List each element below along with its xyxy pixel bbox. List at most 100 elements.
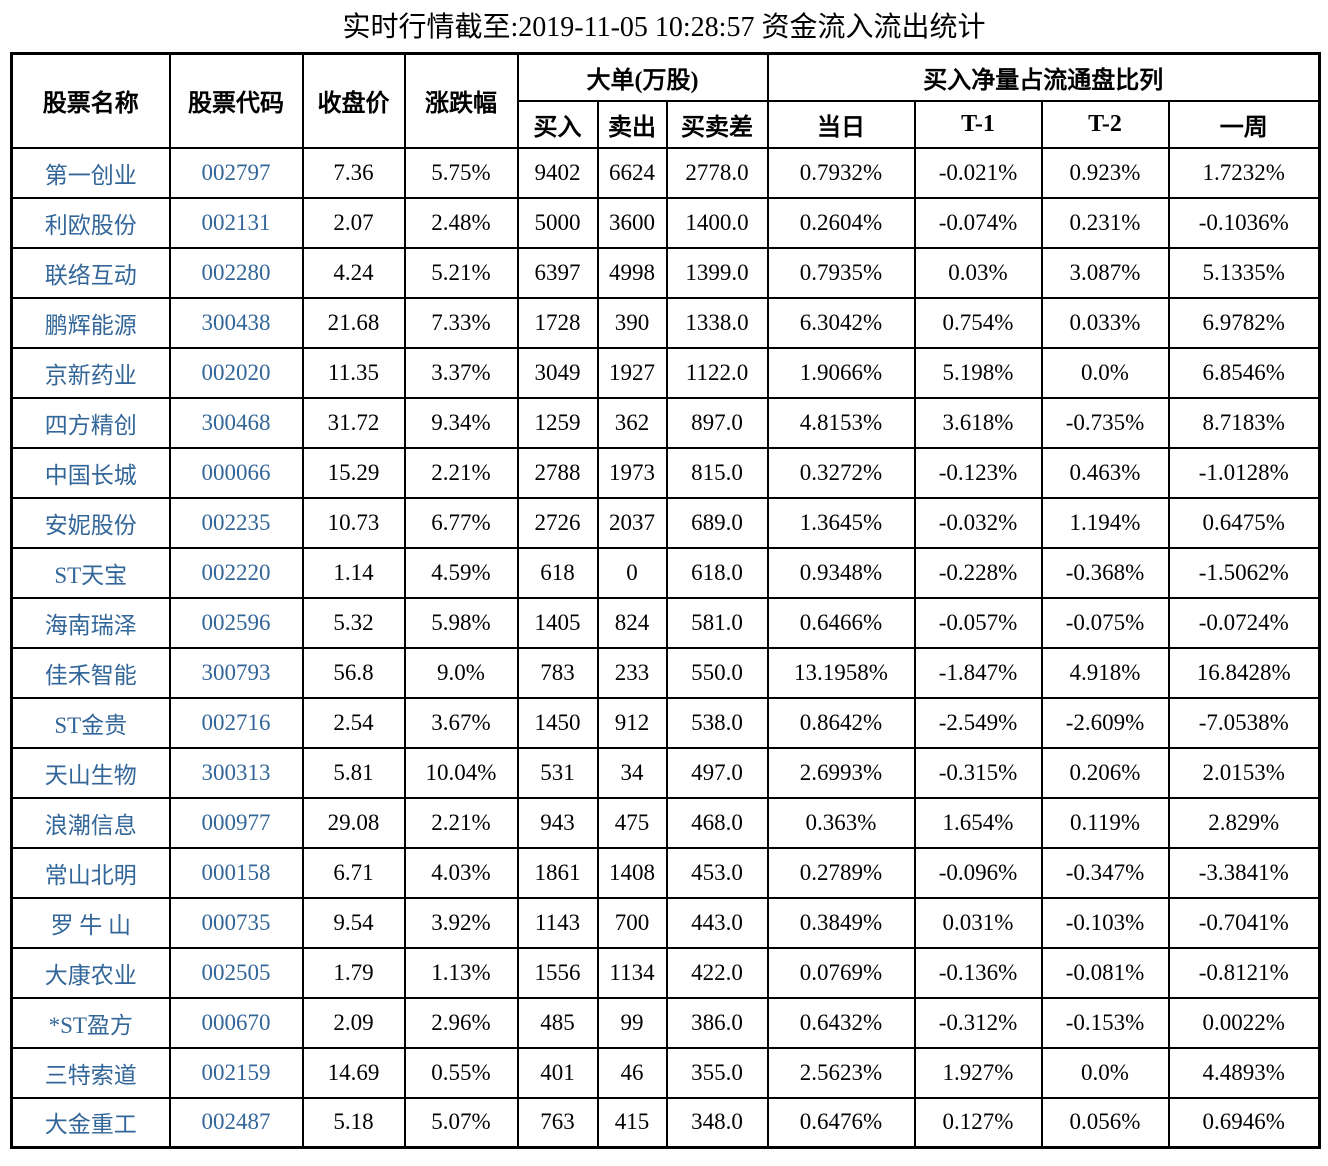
cell-stock-name[interactable]: 四方精创 (10, 396, 171, 449)
cell-stock-code[interactable]: 000158 (168, 846, 304, 899)
table-row: 联络互动 002280 4.24 5.21% 6397 4998 1399.0 0.7935%… (10, 246, 1321, 299)
cell-sell: 3600 (596, 196, 668, 249)
cell-stock-code[interactable]: 002020 (168, 346, 304, 399)
cell-stock-code[interactable]: 002797 (168, 146, 304, 199)
table-row: 浪潮信息 000977 29.08 2.21% 943 475 468.0 0.363% 1.6… (10, 796, 1321, 849)
cell-sell: 0 (596, 546, 668, 599)
cell-stock-name[interactable]: 京新药业 (10, 346, 171, 399)
cell-buy-sell-diff: 468.0 (665, 796, 769, 849)
cell-close-price: 1.14 (301, 546, 406, 599)
table-row: 大金重工 002487 5.18 5.07% 763 415 348.0 0.6476% 0.1… (10, 1096, 1321, 1149)
cell-sell: 1134 (596, 946, 668, 999)
col-header-change-pct: 涨跌幅 (403, 52, 519, 149)
cell-stock-code[interactable]: 002596 (168, 596, 304, 649)
cell-day: 0.363% (766, 796, 916, 849)
cell-stock-name[interactable]: 海南瑞泽 (10, 596, 171, 649)
cell-stock-name[interactable]: 大康农业 (10, 946, 171, 999)
cell-week: 4.4893% (1167, 1046, 1321, 1099)
cell-change-pct: 4.59% (403, 546, 519, 599)
cell-stock-code[interactable]: 002235 (168, 496, 304, 549)
cell-buy: 1405 (516, 596, 599, 649)
cell-stock-code[interactable]: 002220 (168, 546, 304, 599)
cell-day: 0.7935% (766, 246, 916, 299)
cell-t-1: -0.032% (913, 496, 1043, 549)
cell-t-1: 1.654% (913, 796, 1043, 849)
cell-stock-name[interactable]: 浪潮信息 (10, 796, 171, 849)
cell-stock-code[interactable]: 002131 (168, 196, 304, 249)
cell-stock-name[interactable]: 鹏辉能源 (10, 296, 171, 349)
cell-stock-code[interactable]: 300313 (168, 746, 304, 799)
cell-stock-code[interactable]: 002280 (168, 246, 304, 299)
cell-stock-code[interactable]: 002159 (168, 1046, 304, 1099)
col-group-header-net-buy-ratio: 买入净量占流通盘比列 (766, 52, 1321, 102)
cell-day: 2.5623% (766, 1046, 916, 1099)
cell-stock-code[interactable]: 000066 (168, 446, 304, 499)
cell-stock-code[interactable]: 002487 (168, 1096, 304, 1149)
table-row: 四方精创 300468 31.72 9.34% 1259 362 897.0 4.8153% 3… (10, 396, 1321, 449)
cell-stock-name[interactable]: 天山生物 (10, 746, 171, 799)
cell-buy: 2726 (516, 496, 599, 549)
cell-buy: 618 (516, 546, 599, 599)
cell-stock-name[interactable]: 罗 牛 山 (10, 896, 171, 949)
cell-stock-code[interactable]: 300438 (168, 296, 304, 349)
cell-sell: 34 (596, 746, 668, 799)
cell-close-price: 5.18 (301, 1096, 406, 1149)
cell-stock-name[interactable]: 中国长城 (10, 446, 171, 499)
cell-week: 6.8546% (1167, 346, 1321, 399)
cell-stock-code[interactable]: 000977 (168, 796, 304, 849)
cell-sell: 700 (596, 896, 668, 949)
cell-t-1: 0.127% (913, 1096, 1043, 1149)
stock-flow-table: 股票名称 股票代码 收盘价 涨跌幅 大单(万股) 买入净量占流通盘比列 买入 卖… (10, 52, 1321, 1149)
cell-stock-name[interactable]: 利欧股份 (10, 196, 171, 249)
cell-buy: 1450 (516, 696, 599, 749)
cell-change-pct: 5.07% (403, 1096, 519, 1149)
cell-stock-code[interactable]: 300468 (168, 396, 304, 449)
cell-t-1: -0.136% (913, 946, 1043, 999)
cell-stock-code[interactable]: 300793 (168, 646, 304, 699)
cell-t-2: -0.368% (1040, 546, 1170, 599)
cell-t-2: 0.033% (1040, 296, 1170, 349)
cell-stock-name[interactable]: *ST盈方 (10, 996, 171, 1049)
cell-stock-name[interactable]: 第一创业 (10, 146, 171, 199)
cell-week: 2.0153% (1167, 746, 1321, 799)
cell-stock-code[interactable]: 002505 (168, 946, 304, 999)
cell-stock-name[interactable]: 联络互动 (10, 246, 171, 299)
cell-stock-name[interactable]: ST金贵 (10, 696, 171, 749)
table-row: 天山生物 300313 5.81 10.04% 531 34 497.0 2.6993% -0.… (10, 746, 1321, 799)
cell-sell: 6624 (596, 146, 668, 199)
cell-stock-name[interactable]: 大金重工 (10, 1096, 171, 1149)
cell-day: 0.6432% (766, 996, 916, 1049)
cell-buy: 763 (516, 1096, 599, 1149)
cell-buy: 1728 (516, 296, 599, 349)
cell-stock-code[interactable]: 000670 (168, 996, 304, 1049)
cell-change-pct: 7.33% (403, 296, 519, 349)
cell-stock-name[interactable]: 安妮股份 (10, 496, 171, 549)
cell-t-2: 0.463% (1040, 446, 1170, 499)
cell-sell: 1408 (596, 846, 668, 899)
cell-stock-name[interactable]: 三特索道 (10, 1046, 171, 1099)
cell-week: -1.5062% (1167, 546, 1321, 599)
cell-t-1: -2.549% (913, 696, 1043, 749)
cell-sell: 475 (596, 796, 668, 849)
table-row: 海南瑞泽 002596 5.32 5.98% 1405 824 581.0 0.6466% -0… (10, 596, 1321, 649)
cell-change-pct: 5.75% (403, 146, 519, 199)
cell-stock-code[interactable]: 000735 (168, 896, 304, 949)
cell-change-pct: 5.98% (403, 596, 519, 649)
cell-day: 0.9348% (766, 546, 916, 599)
cell-t-2: 0.0% (1040, 1046, 1170, 1099)
cell-stock-name[interactable]: 常山北明 (10, 846, 171, 899)
col-header-close-price: 收盘价 (301, 52, 406, 149)
cell-buy: 943 (516, 796, 599, 849)
cell-stock-code[interactable]: 002716 (168, 696, 304, 749)
cell-day: 0.3849% (766, 896, 916, 949)
table-row: ST天宝 002220 1.14 4.59% 618 0 618.0 0.9348% -0.22… (10, 546, 1321, 599)
cell-buy: 9402 (516, 146, 599, 199)
table-body: 第一创业 002797 7.36 5.75% 9402 6624 2778.0 0.7932%… (10, 146, 1321, 1149)
cell-stock-name[interactable]: 佳禾智能 (10, 646, 171, 699)
cell-week: -1.0128% (1167, 446, 1321, 499)
cell-buy-sell-diff: 386.0 (665, 996, 769, 1049)
cell-week: -7.0538% (1167, 696, 1321, 749)
table-row: 利欧股份 002131 2.07 2.48% 5000 3600 1400.0 0.2604%… (10, 196, 1321, 249)
cell-stock-name[interactable]: ST天宝 (10, 546, 171, 599)
